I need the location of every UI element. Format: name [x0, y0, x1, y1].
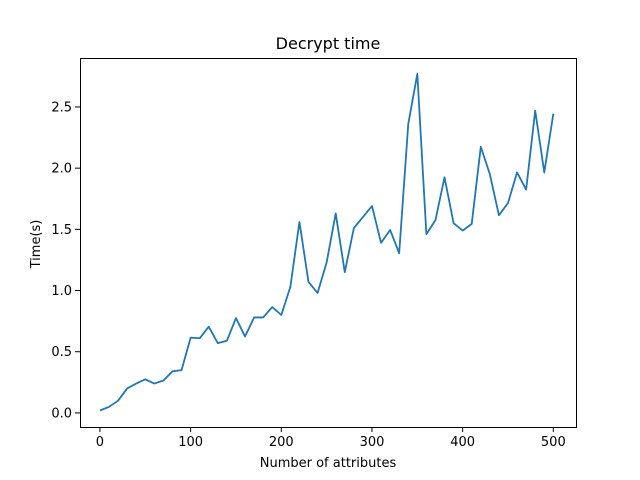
x-tick-label: 100: [178, 435, 203, 450]
y-tick-label: 0.5: [51, 345, 72, 360]
chart-title: Decrypt time: [276, 34, 381, 53]
x-tick-label: 500: [541, 435, 566, 450]
y-tick-label: 1.0: [51, 284, 72, 299]
y-axis-ticks: 0.0 0.5 1.0 1.5 2.0 2.5: [51, 100, 80, 421]
y-tick-label: 0.0: [51, 406, 72, 421]
series-line-0: [99, 73, 555, 412]
x-axis-ticks: 0 100 200 300 400 500: [96, 427, 566, 450]
x-tick-label: 400: [450, 435, 475, 450]
y-tick-label: 2.5: [51, 100, 72, 115]
x-tick-label: 0: [96, 435, 104, 450]
axes-frame: [80, 58, 577, 428]
plot-area: [99, 73, 555, 412]
x-tick-label: 200: [269, 435, 294, 450]
y-tick-label: 1.5: [51, 223, 72, 238]
y-axis-label: Time(s): [29, 220, 44, 270]
x-tick-label: 300: [360, 435, 385, 450]
y-tick-label: 2.0: [51, 162, 72, 177]
x-axis-label: Number of attributes: [260, 456, 397, 471]
